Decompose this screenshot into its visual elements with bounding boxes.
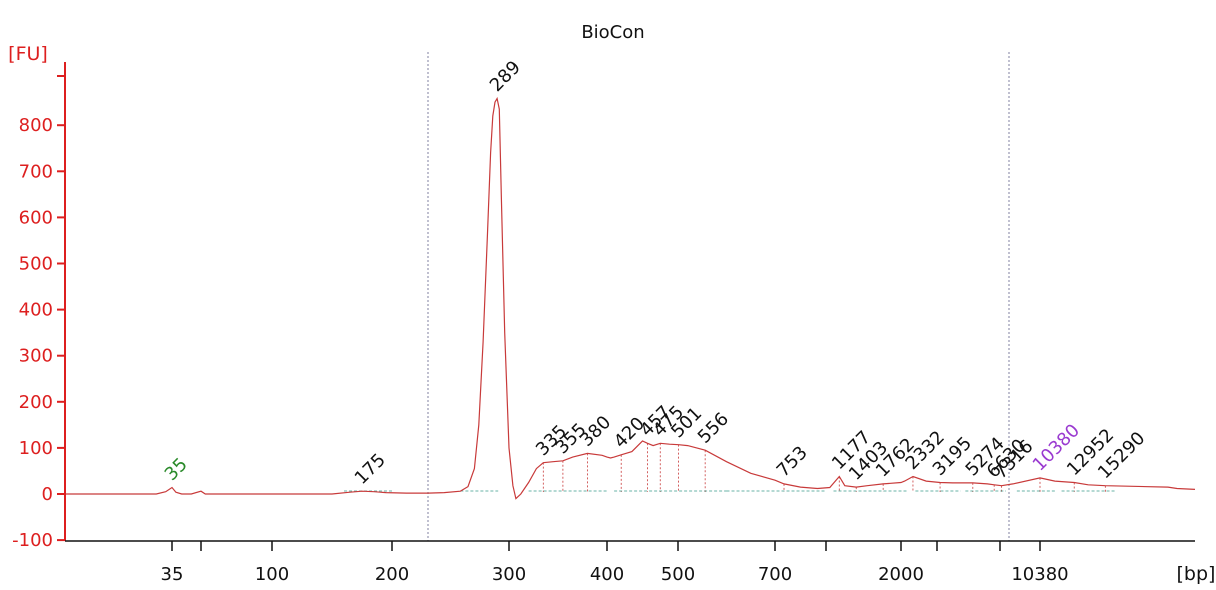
x-tick-label: 100 — [255, 564, 289, 585]
x-ticks: 35 100 200 300 400 500 700 2000 10380 — [161, 541, 1069, 585]
y-tick-label: 700 — [19, 161, 53, 182]
peak-label: 753 — [773, 442, 812, 481]
x-tick-label: 500 — [661, 564, 695, 585]
x-axis-label: [bp] — [1177, 563, 1216, 585]
trace-line — [65, 96, 1196, 500]
reference-lines — [427, 52, 1010, 541]
peak-label: 289 — [486, 57, 525, 96]
peak-label: 35 — [161, 454, 192, 485]
x-tick-label: 35 — [161, 564, 184, 585]
y-tick-label: 400 — [19, 300, 53, 321]
x-tick-label: 2000 — [878, 564, 924, 585]
y-tick-label: 0 — [42, 484, 53, 505]
peak-label: 380 — [576, 412, 615, 451]
y-tick-label: 200 — [19, 392, 53, 413]
x-tick-label: 200 — [375, 564, 409, 585]
x-tick-label: 10380 — [1011, 564, 1068, 585]
y-tick-label: 800 — [19, 115, 53, 136]
y-tick-label: 600 — [19, 207, 53, 228]
y-ticks: -100 0 100 200 300 400 500 600 700 800 — [12, 115, 65, 551]
chart-title: BioCon — [581, 22, 644, 43]
y-tick-label: 300 — [19, 346, 53, 367]
y-axis-label: [FU] — [8, 43, 48, 65]
x-tick-label: 300 — [492, 564, 526, 585]
x-tick-label: 700 — [758, 564, 792, 585]
axes — [57, 62, 1195, 542]
x-tick-label: 400 — [590, 564, 624, 585]
y-tick-label: -100 — [12, 530, 53, 551]
peak-label: 175 — [351, 450, 390, 489]
y-tick-label: 500 — [19, 254, 53, 275]
y-tick-label: 100 — [19, 438, 53, 459]
